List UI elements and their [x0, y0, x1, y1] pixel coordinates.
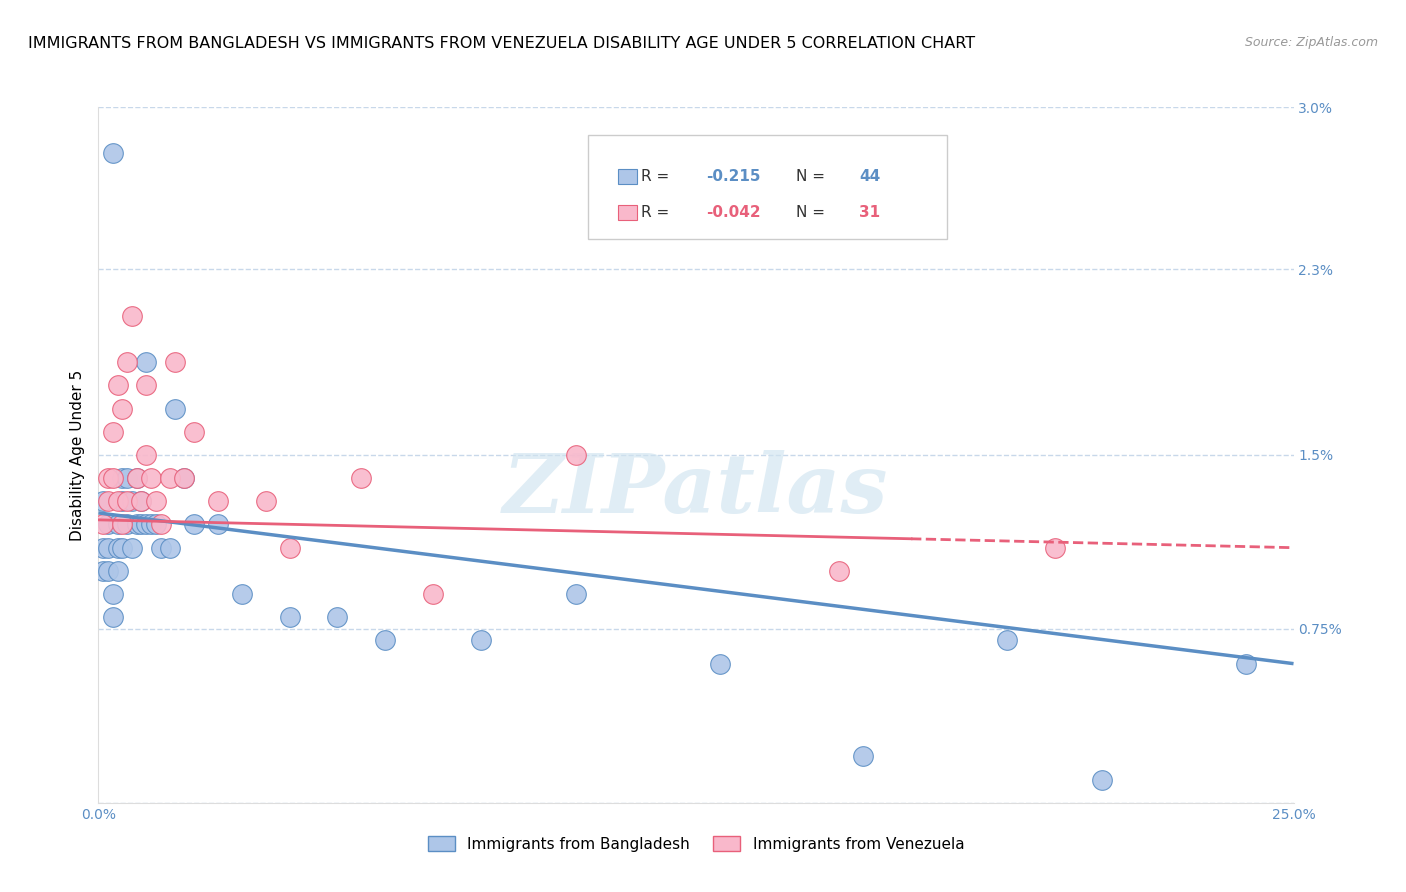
Point [111, 541, 134, 555]
Point [97, 494, 120, 508]
Text: -0.215: -0.215 [706, 169, 761, 184]
Point [91, 541, 114, 555]
Point [470, 633, 492, 648]
Point [101, 587, 124, 601]
Point [101, 610, 124, 624]
Point [149, 541, 172, 555]
Point [145, 494, 167, 508]
Point [97, 517, 120, 532]
Bar [619, 169, 637, 184]
Point [231, 587, 253, 601]
Point [125, 471, 148, 485]
Point [163, 355, 186, 369]
Point [91, 494, 114, 508]
Point [121, 309, 143, 323]
Point [107, 541, 129, 555]
Point [101, 146, 124, 161]
Point [111, 401, 134, 416]
Point [145, 517, 167, 532]
FancyBboxPatch shape [589, 135, 948, 239]
Text: -0.042: -0.042 [706, 205, 761, 220]
Point [97, 541, 120, 555]
Point [91, 564, 114, 578]
Y-axis label: Disability Age Under 5: Disability Age Under 5 [69, 369, 84, 541]
Point [121, 494, 143, 508]
Point [254, 494, 277, 508]
Point [111, 494, 134, 508]
Point [1043, 541, 1066, 555]
Text: Source: ZipAtlas.com: Source: ZipAtlas.com [1244, 36, 1378, 49]
Point [374, 633, 396, 648]
Point [207, 494, 229, 508]
Point [565, 448, 588, 462]
Point [135, 517, 157, 532]
Legend: Immigrants from Bangladesh, Immigrants from Venezuela: Immigrants from Bangladesh, Immigrants f… [422, 830, 970, 858]
Point [135, 355, 157, 369]
Point [852, 749, 875, 764]
Point [326, 610, 349, 624]
Point [163, 401, 186, 416]
Point [97, 564, 120, 578]
Point [422, 587, 444, 601]
Point [97, 471, 120, 485]
Point [131, 517, 153, 532]
Point [1091, 772, 1114, 787]
Point [709, 657, 731, 671]
Point [565, 587, 588, 601]
Point [111, 517, 134, 532]
Text: ZIPatlas: ZIPatlas [503, 450, 889, 530]
Point [107, 494, 129, 508]
Point [115, 494, 138, 508]
Point [101, 471, 124, 485]
Text: R =: R = [641, 169, 673, 184]
Point [111, 471, 134, 485]
Point [107, 517, 129, 532]
Text: N =: N = [796, 169, 830, 184]
Point [125, 471, 148, 485]
Point [131, 494, 153, 508]
Point [135, 378, 157, 392]
Point [173, 471, 195, 485]
Text: IMMIGRANTS FROM BANGLADESH VS IMMIGRANTS FROM VENEZUELA DISABILITY AGE UNDER 5 C: IMMIGRANTS FROM BANGLADESH VS IMMIGRANTS… [28, 36, 976, 51]
Text: N =: N = [796, 205, 830, 220]
Point [159, 471, 181, 485]
Point [183, 517, 205, 532]
Point [1234, 657, 1257, 671]
Point [149, 517, 172, 532]
Point [828, 564, 851, 578]
Point [115, 471, 138, 485]
Point [101, 425, 124, 439]
Point [131, 494, 153, 508]
Point [139, 471, 162, 485]
Point [278, 541, 301, 555]
Point [350, 471, 373, 485]
Text: 44: 44 [859, 169, 880, 184]
Bar [619, 205, 637, 220]
Point [107, 378, 129, 392]
Point [135, 448, 157, 462]
Point [91, 517, 114, 532]
Text: R =: R = [641, 205, 673, 220]
Point [125, 517, 148, 532]
Point [159, 541, 181, 555]
Point [115, 355, 138, 369]
Point [115, 517, 138, 532]
Point [278, 610, 301, 624]
Point [995, 633, 1018, 648]
Point [207, 517, 229, 532]
Text: 31: 31 [859, 205, 880, 220]
Point [107, 564, 129, 578]
Point [173, 471, 195, 485]
Point [139, 517, 162, 532]
Point [183, 425, 205, 439]
Point [121, 541, 143, 555]
